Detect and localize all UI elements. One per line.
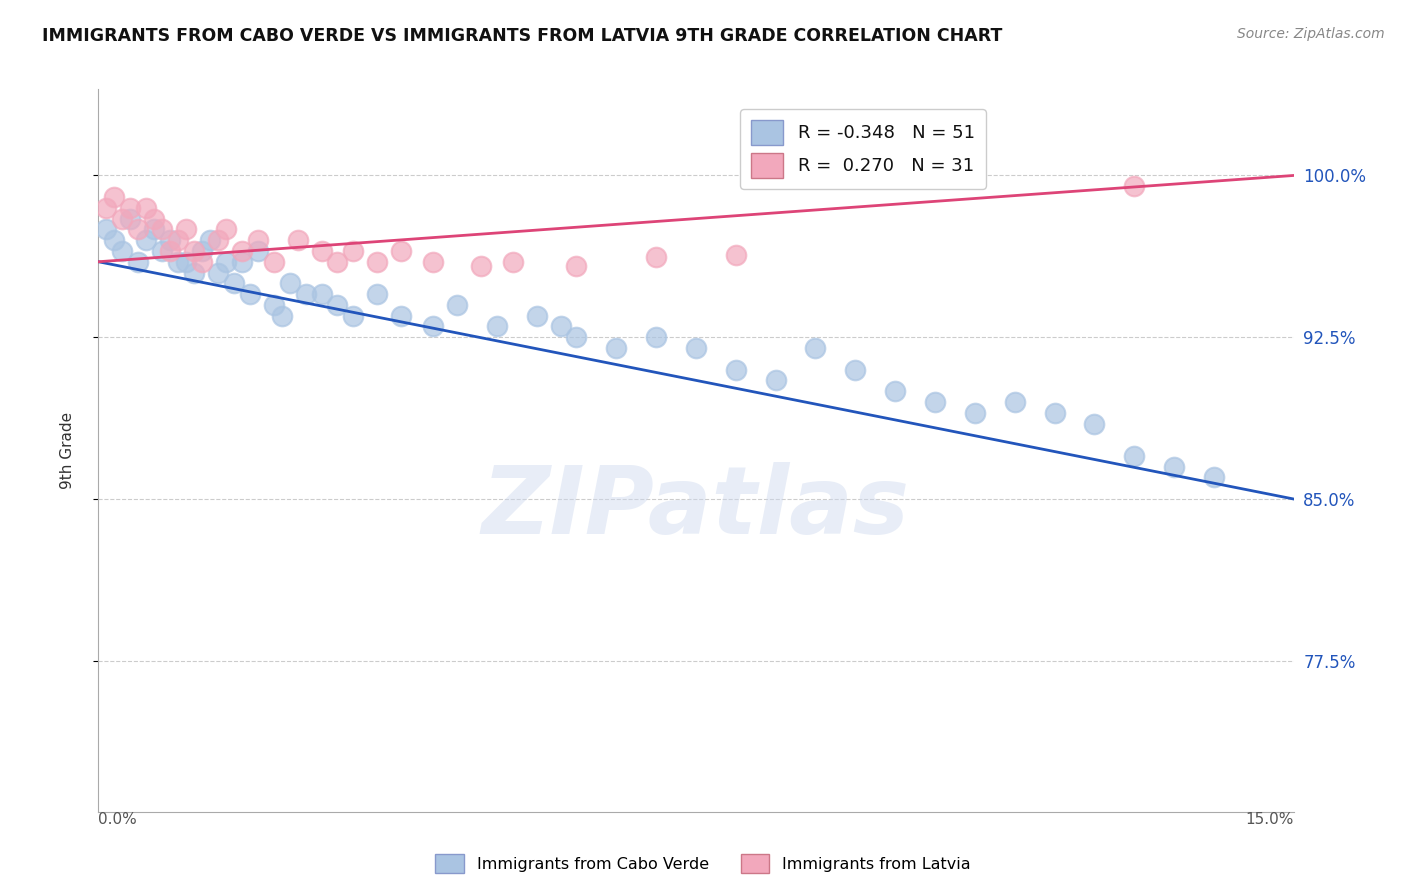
Text: IMMIGRANTS FROM CABO VERDE VS IMMIGRANTS FROM LATVIA 9TH GRADE CORRELATION CHART: IMMIGRANTS FROM CABO VERDE VS IMMIGRANTS…	[42, 27, 1002, 45]
Point	[191, 244, 214, 258]
Point	[127, 254, 149, 268]
Point	[215, 222, 238, 236]
Point	[167, 233, 190, 247]
Point	[246, 244, 269, 258]
Point	[311, 244, 333, 258]
Point	[287, 233, 309, 247]
Point	[231, 244, 253, 258]
Point	[96, 222, 118, 236]
Point	[127, 222, 149, 236]
Point	[143, 222, 166, 236]
Point	[389, 309, 412, 323]
Point	[502, 254, 524, 268]
Point	[326, 254, 349, 268]
Point	[246, 233, 269, 247]
Point	[278, 277, 301, 291]
Point	[311, 287, 333, 301]
Point	[215, 254, 238, 268]
Point	[231, 254, 253, 268]
Text: 15.0%: 15.0%	[1246, 812, 1294, 827]
Point	[174, 254, 197, 268]
Point	[159, 244, 181, 258]
Point	[389, 244, 412, 258]
Point	[485, 319, 508, 334]
Point	[526, 309, 548, 323]
Point	[550, 319, 572, 334]
Point	[724, 362, 747, 376]
Point	[222, 277, 245, 291]
Point	[159, 233, 181, 247]
Point	[342, 309, 364, 323]
Point	[1123, 449, 1146, 463]
Text: 0.0%: 0.0%	[98, 812, 138, 827]
Point	[366, 287, 388, 301]
Point	[135, 201, 157, 215]
Point	[270, 309, 292, 323]
Point	[1202, 470, 1225, 484]
Point	[804, 341, 827, 355]
Point	[1123, 179, 1146, 194]
Point	[207, 266, 229, 280]
Point	[120, 211, 142, 226]
Point	[844, 362, 866, 376]
Point	[263, 298, 285, 312]
Point	[1043, 406, 1066, 420]
Point	[198, 233, 221, 247]
Point	[294, 287, 316, 301]
Point	[342, 244, 364, 258]
Point	[605, 341, 627, 355]
Point	[765, 373, 787, 387]
Point	[103, 233, 125, 247]
Point	[1083, 417, 1105, 431]
Point	[191, 254, 214, 268]
Point	[884, 384, 907, 399]
Point	[111, 211, 134, 226]
Text: ZIPatlas: ZIPatlas	[482, 462, 910, 554]
Point	[565, 330, 588, 344]
Point	[183, 244, 205, 258]
Point	[207, 233, 229, 247]
Point	[422, 254, 444, 268]
Text: Source: ZipAtlas.com: Source: ZipAtlas.com	[1237, 27, 1385, 41]
Point	[239, 287, 262, 301]
Point	[645, 251, 668, 265]
Point	[645, 330, 668, 344]
Point	[167, 254, 190, 268]
Point	[924, 395, 946, 409]
Point	[963, 406, 986, 420]
Point	[120, 201, 142, 215]
Point	[174, 222, 197, 236]
Point	[96, 201, 118, 215]
Point	[724, 248, 747, 262]
Point	[135, 233, 157, 247]
Point	[366, 254, 388, 268]
Point	[446, 298, 468, 312]
Point	[470, 259, 492, 273]
Point	[565, 259, 588, 273]
Legend: R = -0.348   N = 51, R =  0.270   N = 31: R = -0.348 N = 51, R = 0.270 N = 31	[740, 109, 986, 189]
Point	[1004, 395, 1026, 409]
Point	[143, 211, 166, 226]
Point	[111, 244, 134, 258]
Y-axis label: 9th Grade: 9th Grade	[60, 412, 75, 489]
Point	[326, 298, 349, 312]
Point	[150, 222, 173, 236]
Point	[422, 319, 444, 334]
Point	[263, 254, 285, 268]
Point	[103, 190, 125, 204]
Point	[685, 341, 707, 355]
Point	[150, 244, 173, 258]
Point	[1163, 459, 1185, 474]
Point	[183, 266, 205, 280]
Legend: Immigrants from Cabo Verde, Immigrants from Latvia: Immigrants from Cabo Verde, Immigrants f…	[429, 847, 977, 880]
